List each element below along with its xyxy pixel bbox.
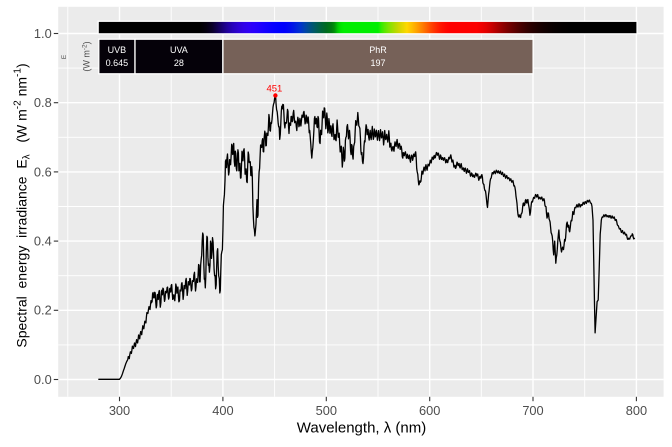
svg-text:(W m-2): (W m-2) bbox=[82, 41, 92, 71]
svg-text:0.8: 0.8 bbox=[34, 95, 52, 110]
svg-text:300: 300 bbox=[109, 403, 130, 418]
svg-text:800: 800 bbox=[626, 403, 647, 418]
svg-text:700: 700 bbox=[522, 403, 543, 418]
svg-text:0.0: 0.0 bbox=[34, 372, 52, 387]
svg-text:Spectral energy irradiance: Spectral energy irradiance Eλ (W m-2 nm-… bbox=[13, 63, 33, 347]
svg-text:PhR: PhR bbox=[369, 45, 387, 55]
svg-text:28: 28 bbox=[174, 58, 184, 68]
svg-text:1.0: 1.0 bbox=[34, 26, 52, 41]
svg-text:UVA: UVA bbox=[170, 45, 188, 55]
svg-text:600: 600 bbox=[419, 403, 440, 418]
svg-text:0.6: 0.6 bbox=[34, 164, 52, 179]
svg-text:451: 451 bbox=[266, 84, 282, 95]
svg-text:197: 197 bbox=[370, 58, 385, 68]
svg-text:Wavelength, λ (nm): Wavelength, λ (nm) bbox=[297, 419, 427, 436]
svg-text:0.2: 0.2 bbox=[34, 303, 52, 318]
svg-text:UVB: UVB bbox=[108, 45, 127, 55]
svg-text:500: 500 bbox=[316, 403, 337, 418]
svg-text:0.645: 0.645 bbox=[106, 58, 129, 68]
svg-text:E: E bbox=[61, 54, 68, 59]
svg-text:0.4: 0.4 bbox=[34, 234, 52, 249]
svg-text:400: 400 bbox=[212, 403, 233, 418]
